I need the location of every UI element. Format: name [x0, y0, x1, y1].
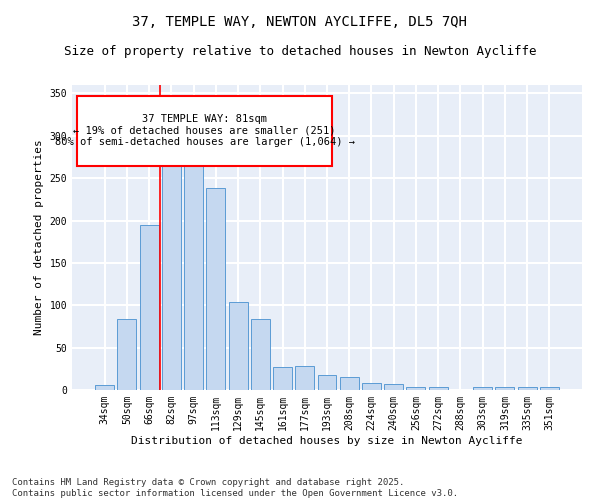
Bar: [518, 386, 536, 390]
Text: 37, TEMPLE WAY, NEWTON AYCLIFFE, DL5 7QH: 37, TEMPLE WAY, NEWTON AYCLIFFE, DL5 7QH: [133, 15, 467, 29]
Bar: [162, 156, 181, 390]
Bar: [206, 188, 225, 390]
Bar: [473, 386, 492, 390]
Bar: [95, 385, 114, 390]
Bar: [273, 367, 292, 390]
Bar: [251, 319, 270, 390]
FancyBboxPatch shape: [77, 96, 332, 166]
Text: Contains HM Land Registry data © Crown copyright and database right 2025.
Contai: Contains HM Land Registry data © Crown c…: [12, 478, 458, 498]
Bar: [496, 386, 514, 390]
Y-axis label: Number of detached properties: Number of detached properties: [34, 140, 44, 336]
Bar: [406, 386, 425, 390]
Bar: [140, 225, 158, 390]
X-axis label: Distribution of detached houses by size in Newton Aycliffe: Distribution of detached houses by size …: [131, 436, 523, 446]
Bar: [184, 163, 203, 390]
Bar: [295, 366, 314, 390]
Bar: [340, 378, 359, 390]
Bar: [429, 388, 448, 390]
Text: 37 TEMPLE WAY: 81sqm
← 19% of detached houses are smaller (251)
80% of semi-deta: 37 TEMPLE WAY: 81sqm ← 19% of detached h…: [55, 114, 355, 148]
Bar: [317, 375, 337, 390]
Bar: [384, 384, 403, 390]
Text: Size of property relative to detached houses in Newton Aycliffe: Size of property relative to detached ho…: [64, 45, 536, 58]
Bar: [540, 386, 559, 390]
Bar: [229, 302, 248, 390]
Bar: [362, 383, 381, 390]
Bar: [118, 319, 136, 390]
